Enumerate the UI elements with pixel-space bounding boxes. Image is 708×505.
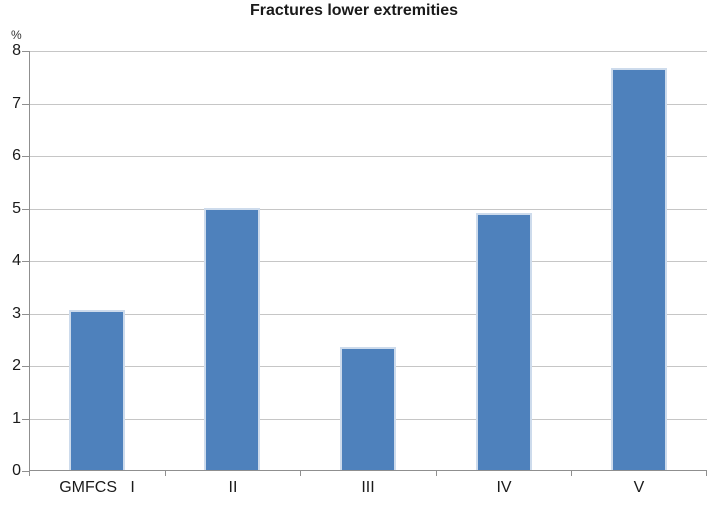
bar (340, 347, 396, 471)
y-axis-tick-label: 0 (12, 462, 21, 479)
gridline (29, 51, 707, 52)
gridline (29, 156, 707, 157)
y-axis-tick-label: 3 (12, 305, 21, 322)
x-axis-tick-label: IV (496, 479, 512, 496)
x-axis-tick-label: II (228, 479, 238, 496)
gridline (29, 104, 707, 105)
x-axis-line (29, 470, 707, 471)
x-axis-tick-label: GMFCS I (59, 479, 135, 496)
y-axis-tick-label: 2 (12, 357, 21, 374)
bar (204, 208, 260, 471)
y-axis-tick (22, 419, 29, 420)
y-axis-unit-label: % (11, 28, 22, 42)
x-axis-tick (706, 471, 707, 476)
y-axis-tick-label: 4 (12, 252, 21, 269)
x-axis-tick (571, 471, 572, 476)
x-axis-tick (29, 471, 30, 476)
y-axis-tick-label: 7 (12, 95, 21, 112)
y-axis-tick (22, 209, 29, 210)
plot-area: 0 1 2 3 4 5 6 7 8 GMFCS I II III IV V (12, 42, 707, 496)
y-axis-tick (22, 314, 29, 315)
bar (476, 213, 532, 471)
y-axis-tick (22, 156, 29, 157)
y-axis-tick-label: 8 (12, 42, 21, 59)
y-axis-tick (22, 366, 29, 367)
x-axis-tick-label: V (633, 479, 645, 496)
x-axis-tick (300, 471, 301, 476)
y-axis-tick (22, 471, 29, 472)
gridline (29, 209, 707, 210)
gridline (29, 314, 707, 315)
chart-title: Fractures lower extremities (249, 2, 459, 19)
bar (611, 68, 667, 471)
gridline (29, 261, 707, 262)
y-axis-tick-label: 1 (12, 410, 21, 427)
y-axis-tick (22, 51, 29, 52)
y-axis-tick-label: 6 (12, 147, 21, 164)
x-axis-tick (436, 471, 437, 476)
bar (69, 310, 125, 471)
x-axis-tick-label: III (361, 479, 375, 496)
y-axis-tick-label: 5 (12, 200, 21, 217)
x-axis-tick (165, 471, 166, 476)
y-axis-tick (22, 104, 29, 105)
y-axis-line (29, 51, 30, 476)
y-axis-tick (22, 261, 29, 262)
